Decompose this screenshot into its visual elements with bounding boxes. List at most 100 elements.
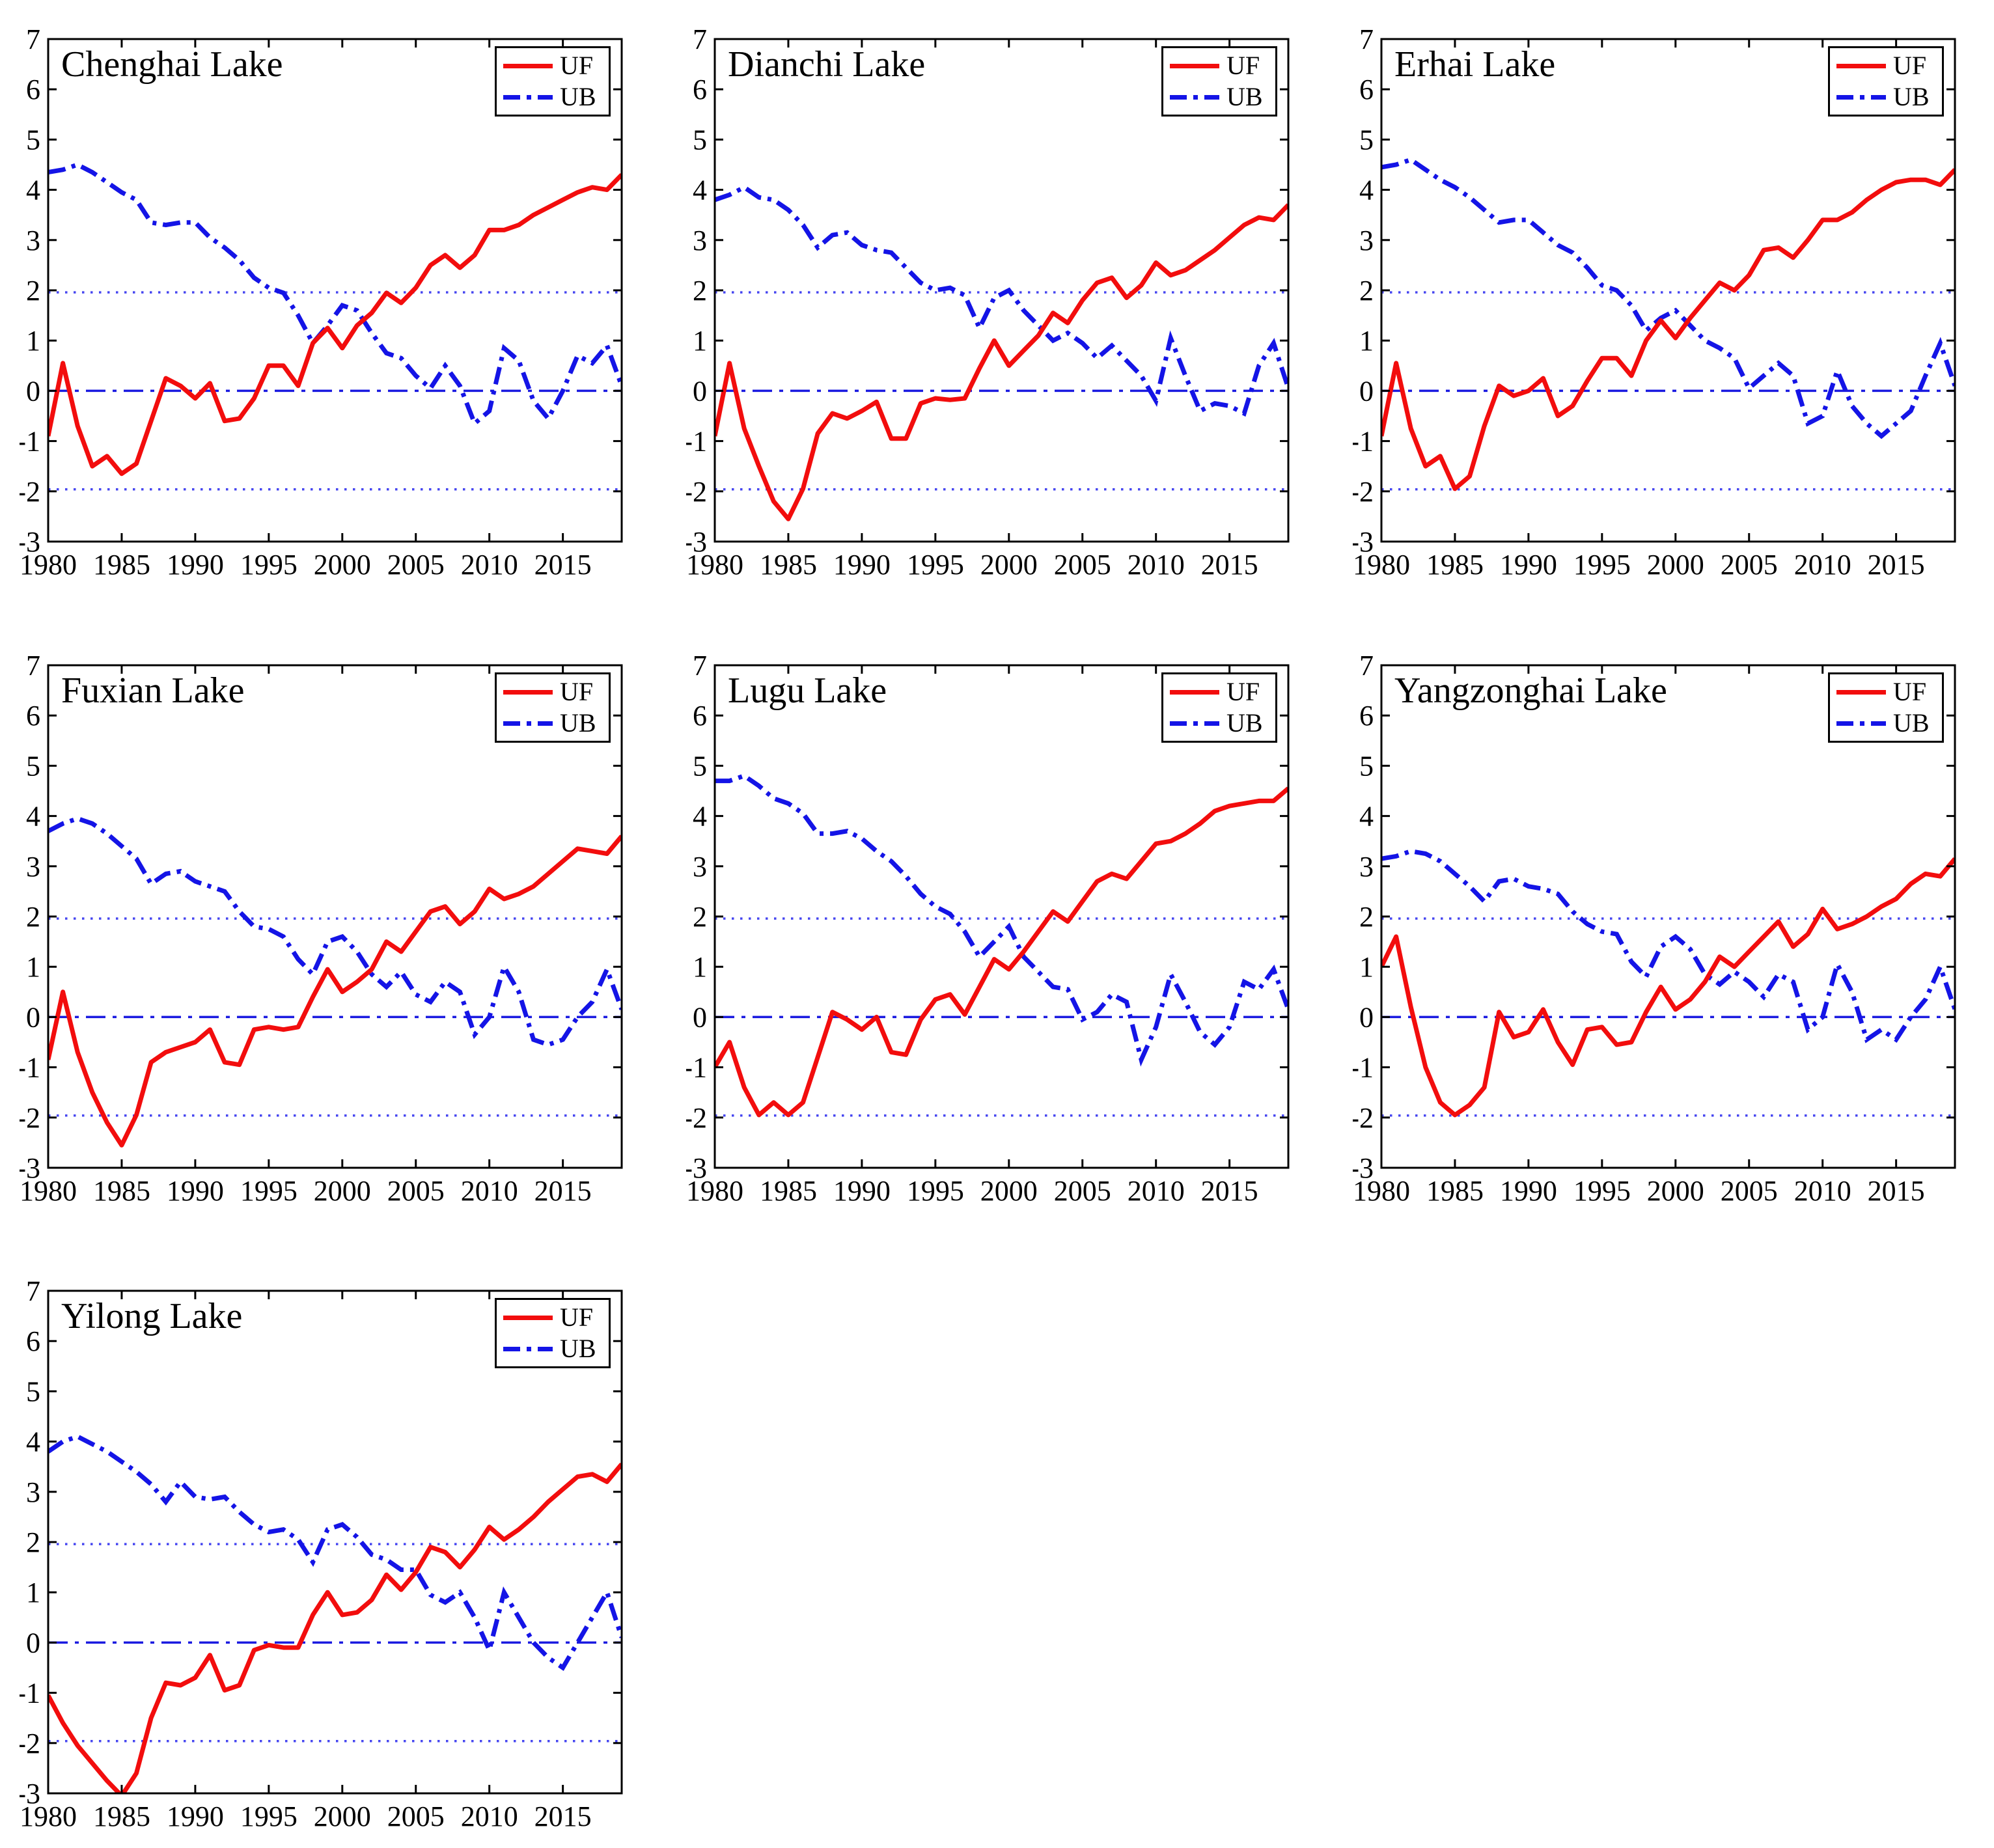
- x-tick-label: 1980: [20, 1175, 77, 1207]
- legend-entry-ub: UB: [503, 708, 602, 738]
- x-tick-label: 1995: [240, 549, 298, 581]
- x-tick-label: 2005: [1054, 1175, 1111, 1207]
- y-tick-label: 1: [1359, 325, 1374, 357]
- legend-box: UF UB: [495, 672, 611, 743]
- y-tick-label: 3: [1359, 225, 1374, 256]
- uf-line: [1381, 168, 1955, 491]
- y-tick-label: 4: [26, 801, 40, 833]
- y-tick-label: 7: [26, 650, 40, 682]
- y-tick-label: 0: [26, 1001, 40, 1033]
- uf-line-swatch: [503, 1315, 553, 1320]
- x-tick-label: 1990: [833, 549, 891, 581]
- x-tick-label: 1990: [167, 1800, 224, 1832]
- x-tick-label: 2015: [534, 1800, 592, 1832]
- y-tick-label: -3: [686, 1152, 707, 1184]
- legend-label-ub: UB: [1226, 708, 1263, 738]
- subplot-title: Dianchi Lake: [728, 44, 926, 85]
- y-tick-label: 5: [26, 124, 40, 156]
- y-tick-label: 6: [1359, 74, 1374, 105]
- y-tick-label: -2: [1353, 1102, 1374, 1134]
- y-tick-label: 3: [26, 851, 40, 883]
- y-tick-label: 7: [26, 23, 40, 55]
- legend-box: UF UB: [1161, 672, 1277, 743]
- uf-line-swatch: [1836, 63, 1886, 68]
- y-tick-label: 2: [26, 275, 40, 307]
- plot-canvas: -3 -2 -1 0 1 2 3 4 5 6 7 1980 1985 1990 1995 2000 2005 20…: [686, 650, 1290, 1207]
- y-tick-label: 6: [26, 1325, 40, 1357]
- y-tick-label: -1: [686, 1052, 707, 1084]
- legend-label-uf: UF: [560, 677, 594, 706]
- ub-line-swatch: [1170, 721, 1219, 726]
- y-tick-label: 0: [26, 375, 40, 407]
- uf-line-swatch: [1836, 689, 1886, 695]
- legend-entry-ub: UB: [1836, 708, 1935, 738]
- x-tick-label: 2000: [314, 1175, 371, 1207]
- y-tick-label: -2: [686, 1102, 707, 1134]
- legend-entry-ub: UB: [503, 1334, 602, 1363]
- ub-line: [715, 184, 1288, 417]
- y-tick-label: 7: [1359, 23, 1374, 55]
- y-tick-label: 4: [693, 174, 707, 206]
- y-tick-label: 5: [693, 124, 707, 156]
- x-tick-label: 1980: [1353, 1175, 1410, 1207]
- x-tick-label: 1980: [20, 549, 77, 581]
- x-tick-label: 1985: [760, 549, 817, 581]
- legend-entry-uf: UF: [1836, 53, 1935, 79]
- y-tick-label: 0: [693, 375, 707, 407]
- x-tick-label: 2000: [1647, 1175, 1704, 1207]
- y-tick-label: 5: [26, 750, 40, 782]
- y-tick-label: -3: [1353, 526, 1374, 558]
- y-tick-label: 5: [1359, 750, 1374, 782]
- x-tick-label: 2005: [387, 1175, 445, 1207]
- plot-canvas: -3 -2 -1 0 1 2 3 4 5 6 7 1980 1985 1990 1995 2000 2005 20…: [1353, 23, 1956, 581]
- ub-line-swatch: [503, 1346, 553, 1351]
- x-tick-label: 1995: [1573, 549, 1631, 581]
- x-tick-label: 1990: [833, 1175, 891, 1207]
- uf-line: [48, 1463, 622, 1793]
- ub-line: [48, 162, 622, 428]
- uf-line: [715, 786, 1288, 1118]
- legend-label-uf: UF: [560, 1303, 594, 1332]
- mk-subplot-erhai-lake: -3 -2 -1 0 1 2 3 4 5 6 7 1980 1985 1990 1995 2000 2005 20…: [1353, 15, 1994, 588]
- ub-line-swatch: [1836, 721, 1886, 726]
- legend-entry-ub: UB: [1170, 708, 1269, 738]
- legend-label-ub: UB: [560, 708, 596, 738]
- x-tick-label: 1985: [1426, 549, 1484, 581]
- x-tick-label: 1995: [1573, 1175, 1631, 1207]
- x-tick-label: 1985: [93, 1800, 150, 1832]
- y-tick-label: 7: [693, 23, 707, 55]
- x-tick-label: 1995: [907, 1175, 964, 1207]
- x-tick-label: 2010: [1794, 1175, 1851, 1207]
- mk-subplot-yilong-lake: -3 -2 -1 0 1 2 3 4 5 6 7 1980 1985 1990 1995 2000 2005 20…: [20, 1267, 690, 1840]
- uf-line: [48, 834, 622, 1148]
- x-tick-label: 2015: [534, 549, 592, 581]
- x-tick-label: 1980: [686, 549, 743, 581]
- y-tick-label: 6: [26, 700, 40, 732]
- x-tick-label: 2005: [1721, 1175, 1778, 1207]
- x-tick-label: 2005: [387, 549, 445, 581]
- legend-box: UF UB: [1161, 46, 1277, 117]
- y-tick-label: 5: [1359, 124, 1374, 156]
- y-tick-label: 1: [1359, 951, 1374, 983]
- subplot-title: Erhai Lake: [1394, 44, 1556, 85]
- y-tick-label: 2: [693, 275, 707, 307]
- y-tick-label: 6: [1359, 700, 1374, 732]
- y-tick-label: -2: [20, 1102, 40, 1134]
- x-tick-label: 1990: [167, 549, 224, 581]
- y-tick-label: 5: [693, 750, 707, 782]
- y-tick-label: -1: [1353, 426, 1374, 458]
- subplot-title: Chenghai Lake: [61, 44, 283, 85]
- x-tick-label: 1995: [240, 1800, 298, 1832]
- ub-line: [48, 816, 622, 1047]
- x-tick-label: 2000: [314, 1800, 371, 1832]
- ub-line-swatch: [503, 721, 553, 726]
- y-tick-label: -2: [686, 476, 707, 508]
- legend-entry-uf: UF: [503, 1303, 602, 1332]
- plot-canvas: -3 -2 -1 0 1 2 3 4 5 6 7 1980 1985 1990 1995 2000 2005 20…: [20, 23, 623, 581]
- legend-label-ub: UB: [1893, 708, 1930, 738]
- x-tick-label: 2000: [1647, 549, 1704, 581]
- x-tick-label: 1985: [760, 1175, 817, 1207]
- legend-label-ub: UB: [560, 1334, 596, 1363]
- legend-entry-uf: UF: [1170, 53, 1269, 79]
